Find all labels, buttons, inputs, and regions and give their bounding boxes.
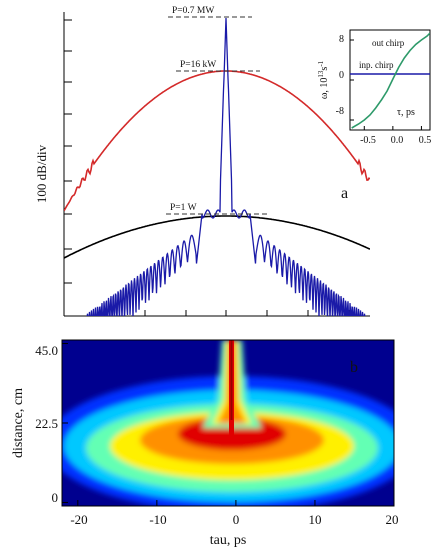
inset-ylabel: ω, 1013s-1 [317,60,330,99]
panel-a: 100 dB/div P=0.7 MW P=16 kW P=1 W a [34,6,370,317]
panel-a-label: a [341,185,348,202]
heatmap [62,340,394,506]
panel-b-ticks [62,343,395,506]
inset-ytick-bot: -8 [336,106,344,117]
inset-xtick-2: 0.0 [391,135,404,146]
panel-b-xlabel: tau, ps [210,533,247,548]
panel-a-ylabel: 100 dB/div [34,144,49,203]
inset-ticks [350,39,422,130]
out-chirp-line [351,32,430,129]
inset-legend-out: out chirp [372,38,405,48]
panel-b-xtick-1: -10 [149,512,166,527]
panel-b: 0 22.5 45.0 -20 -10 0 10 20 tau, ps dist… [11,339,399,548]
panel-b-xtick-0: -20 [70,512,87,527]
panel-b-xtick-4: 20 [386,512,399,527]
panel-b-label: b [350,359,358,376]
series-line-black [64,215,370,259]
inset-ytick-top: 8 [339,34,344,45]
panel-b-ytick-1: 22.5 [35,416,58,431]
inset-xtick-3: 0.5 [419,135,432,146]
level-label-16kw: P=16 kW [180,60,216,70]
panel-b-xtick-3: 10 [309,512,322,527]
panel-b-ytick-2: 45.0 [35,343,58,358]
inset-xtick-1: -0.5 [360,135,376,146]
inset-xlabel: τ, ps [397,107,415,118]
inset-ytick-mid: 0 [339,70,344,81]
level-label-07mw: P=0.7 MW [172,6,214,16]
inset-chirp: out chirp inp. chirp 8 0 -8 -0.5 0.0 0.5… [317,29,432,146]
series-line-blue [86,17,366,316]
panel-b-ylabel: distance, cm [11,388,26,458]
level-label-1w: P=1 W [170,203,197,213]
inset-legend-inp: inp. chirp [359,60,394,70]
panel-b-ytick-0: 0 [52,490,59,505]
panel-b-xtick-2: 0 [233,512,240,527]
